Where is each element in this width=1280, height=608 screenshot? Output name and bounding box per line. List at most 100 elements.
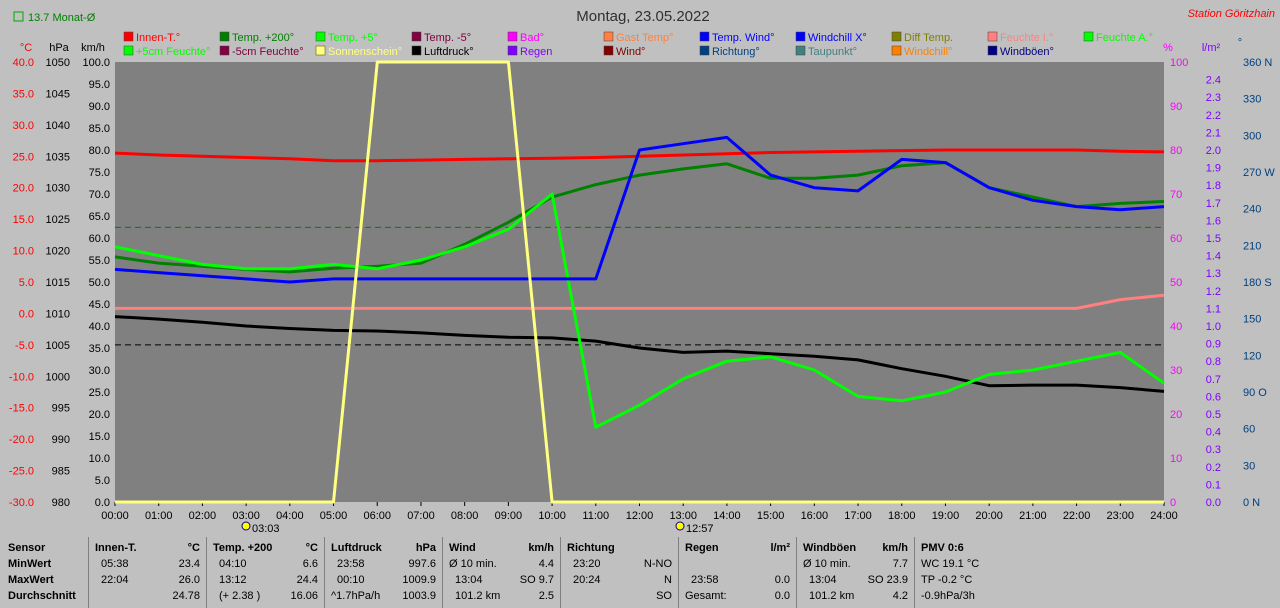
windboeen-title: Windböen bbox=[803, 542, 857, 554]
wind-tick-label: 25.0 bbox=[89, 387, 110, 399]
regen-max-time: 23:58 bbox=[691, 574, 719, 586]
innen-max: 26.0 bbox=[178, 574, 200, 586]
legend-swatch bbox=[123, 31, 134, 42]
percent-tick-label: 0 bbox=[1170, 497, 1176, 509]
percent-axis-unit: % bbox=[1163, 42, 1173, 54]
temp200-min-time: 04:10 bbox=[219, 558, 247, 570]
time-tick-label: 01:00 bbox=[145, 510, 173, 522]
pressure-tick-label: 1035 bbox=[46, 151, 70, 163]
pressure-tick-label: 1045 bbox=[46, 88, 70, 100]
rain-tick-label: 0.1 bbox=[1206, 479, 1221, 491]
rain-tick-label: 2.3 bbox=[1206, 92, 1221, 104]
wind-tick-label: 30.0 bbox=[89, 365, 110, 377]
legend-swatch bbox=[891, 31, 902, 42]
windboeen-avg-note: 101.2 km bbox=[809, 590, 855, 602]
pressure-tick-label: 1025 bbox=[46, 214, 70, 226]
time-tick-label: 02:00 bbox=[189, 510, 217, 522]
legend-label: Richtung° bbox=[712, 46, 760, 58]
legend-swatch bbox=[699, 31, 710, 42]
percent-tick-label: 40 bbox=[1170, 321, 1182, 333]
richtung-max: N bbox=[664, 574, 672, 586]
pmv-dewpoint: TP -0.2 °C bbox=[921, 574, 973, 586]
avg-row-label: Durchschnitt bbox=[8, 590, 76, 602]
pressure-tick-label: 1015 bbox=[46, 277, 70, 289]
percent-tick-label: 90 bbox=[1170, 101, 1182, 113]
richtung-min-time: 23:20 bbox=[573, 558, 601, 570]
temp200-title: Temp. +200 bbox=[213, 542, 273, 554]
time-tick-label: 22:00 bbox=[1063, 510, 1091, 522]
wind-tick-label: 75.0 bbox=[89, 167, 110, 179]
legend-label: Temp. -5° bbox=[424, 32, 471, 44]
time-tick-label: 16:00 bbox=[801, 510, 829, 522]
pressure-tick-label: 1000 bbox=[46, 371, 70, 383]
rain-tick-label: 2.1 bbox=[1206, 127, 1221, 139]
windboeen-column: Windböen km/h Ø 10 min. 7.7 13:04 SO 23.… bbox=[796, 537, 914, 608]
temp-tick-label: -20.0 bbox=[9, 434, 34, 446]
luftdruck-max-time: 00:10 bbox=[337, 574, 365, 586]
legend-label: Windchill X° bbox=[808, 32, 867, 44]
series-line-feuchte-a bbox=[114, 192, 1165, 429]
legend-swatch bbox=[315, 45, 326, 56]
rain-tick-label: 2.0 bbox=[1206, 145, 1221, 157]
pmv-pressure-trend: -0.9hPa/3h bbox=[921, 590, 975, 602]
richtung-title: Richtung bbox=[567, 542, 615, 554]
time-tick-label: 06:00 bbox=[363, 510, 391, 522]
wind-max-time: 13:04 bbox=[455, 574, 483, 586]
richtung-max-time: 20:24 bbox=[573, 574, 601, 586]
temp200-column: Temp. +200 °C 04:10 6.6 13:12 24.4 (+ 2.… bbox=[206, 537, 324, 608]
temp200-max: 24.4 bbox=[296, 574, 318, 586]
pmv-column: PMV 0:6 WC 19.1 °C TP -0.2 °C -0.9hPa/3h bbox=[914, 537, 1280, 608]
temp-tick-label: 40.0 bbox=[13, 57, 34, 69]
legend-label: Windchill° bbox=[904, 46, 952, 58]
luftdruck-max: 1009.9 bbox=[402, 574, 436, 586]
wind-tick-label: 10.0 bbox=[89, 453, 110, 465]
percent-tick-label: 100 bbox=[1170, 57, 1188, 69]
rain-tick-label: 1.7 bbox=[1206, 198, 1221, 210]
time-tick-label: 12:00 bbox=[626, 510, 654, 522]
legend-swatch bbox=[315, 31, 326, 42]
rain-tick-label: 0.7 bbox=[1206, 374, 1221, 386]
axes-layer: 00:00 01:00 02:00 03:00 04:00 05:00 06:00 07:00… bbox=[9, 57, 1275, 522]
legend-label: Sonnenschein° bbox=[328, 46, 402, 58]
time-tick-label: 10:00 bbox=[538, 510, 566, 522]
rain-tick-label: 1.9 bbox=[1206, 163, 1221, 175]
legend-swatch bbox=[699, 45, 710, 56]
legend-label: Gast Temp° bbox=[616, 32, 673, 44]
temp-axis-unit: °C bbox=[20, 42, 32, 54]
percent-tick-label: 10 bbox=[1170, 453, 1182, 465]
windboeen-min: 7.7 bbox=[892, 558, 908, 570]
rain-tick-label: 2.2 bbox=[1206, 110, 1221, 122]
legend-swatch bbox=[1083, 31, 1094, 42]
monthly-average-swatch bbox=[13, 11, 24, 22]
min-row-label: MinWert bbox=[8, 558, 52, 570]
percent-tick-label: 20 bbox=[1170, 409, 1182, 421]
sensor-header: Sensor bbox=[8, 542, 46, 554]
innen-avg: 24.78 bbox=[172, 590, 200, 602]
legend-label: Diff Temp. bbox=[904, 32, 953, 44]
series-line-luftdruck bbox=[114, 315, 1165, 393]
time-tick-label: 20:00 bbox=[975, 510, 1003, 522]
time-tick-label: 08:00 bbox=[451, 510, 479, 522]
legend-label: Taupunkt° bbox=[808, 46, 857, 58]
weather-chart: 00:00 01:00 02:00 03:00 04:00 05:00 06:00 07:00… bbox=[8, 8, 1276, 535]
wind-tick-label: 65.0 bbox=[89, 211, 110, 223]
pressure-axis-unit: hPa bbox=[49, 42, 69, 54]
wind-tick-label: 40.0 bbox=[89, 321, 110, 333]
legend-label: Regen bbox=[520, 46, 552, 58]
direction-tick-label: 210 bbox=[1243, 240, 1261, 252]
luftdruck-avg: 1003.9 bbox=[402, 590, 436, 602]
direction-tick-label: 30 bbox=[1243, 460, 1255, 472]
time-tick-label: 21:00 bbox=[1019, 510, 1047, 522]
direction-tick-label: 300 bbox=[1243, 130, 1261, 142]
noon-label: 12:57 bbox=[686, 523, 714, 535]
series-line-innen-t bbox=[114, 148, 1165, 163]
legend-swatch bbox=[795, 45, 806, 56]
series-layer bbox=[114, 60, 1165, 504]
wind-tick-label: 50.0 bbox=[89, 277, 110, 289]
time-tick-label: 23:00 bbox=[1107, 510, 1135, 522]
legend-swatch bbox=[219, 45, 230, 56]
legend-swatch bbox=[603, 31, 614, 42]
time-tick-label: 13:00 bbox=[669, 510, 697, 522]
innen-min-time: 05:38 bbox=[101, 558, 129, 570]
innen-unit: °C bbox=[187, 542, 200, 554]
